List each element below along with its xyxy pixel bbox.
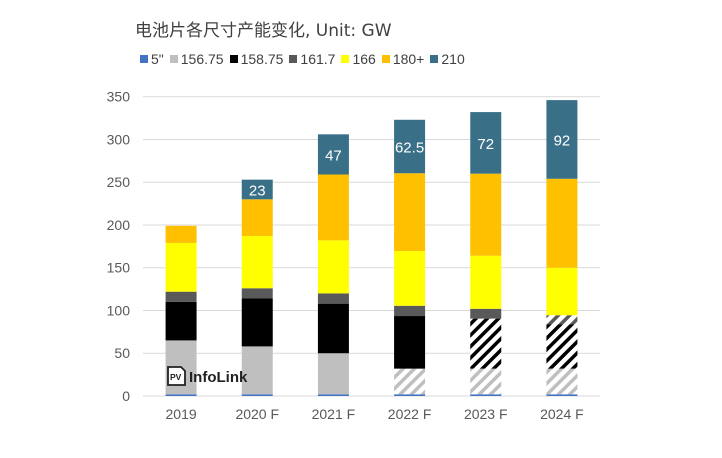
legend-label: 180+ — [392, 51, 425, 67]
legend-swatch — [381, 55, 390, 63]
bar-segment-5-2019 — [165, 394, 197, 396]
bar-segment-166-2022F — [394, 251, 426, 306]
bar-segment-5-2023F — [470, 394, 502, 396]
bar-segment-180+-2023F — [470, 173, 502, 256]
legend-swatch — [341, 55, 350, 63]
bar-segment-1617-2019 — [165, 291, 197, 302]
bar-segment-166-2020F — [241, 236, 273, 289]
bar-segment-210-2021F — [317, 134, 349, 175]
bar-segment-166-2021F — [317, 240, 349, 294]
x-tick-label: 2024 F — [540, 406, 584, 422]
data-label: 72 — [477, 136, 494, 153]
svg-text:PV: PV — [170, 372, 182, 382]
bar-segment-15875-2019 — [165, 301, 197, 341]
bar-segment-180+-2024F — [546, 178, 578, 268]
data-label: 62.5 — [395, 140, 424, 157]
bar-segment-15675-2021F — [317, 353, 349, 395]
bar-segment-166-2023F — [470, 255, 502, 309]
bar-segment-1617-2022F — [394, 305, 426, 317]
bar-segment-1617-2023F — [470, 308, 502, 319]
x-tick-label: 2019 — [166, 406, 197, 422]
bar-segment-166-2024F — [546, 267, 578, 316]
legend-swatch — [430, 55, 439, 63]
bar-segment-180+-2022F — [394, 173, 426, 252]
data-label: 47 — [325, 147, 342, 164]
data-label: 23 — [249, 182, 266, 199]
y-tick-label: 150 — [107, 260, 131, 276]
bar-segment-15875-2020F — [241, 298, 273, 347]
svg-text:InfoLink: InfoLink — [189, 369, 248, 386]
y-tick-label: 0 — [122, 388, 130, 404]
bar-segment-210-2020F — [241, 179, 273, 200]
y-tick-label: 100 — [107, 302, 131, 318]
bar-segment-210-2023F — [470, 112, 502, 174]
bar-segment-15675-2022F — [394, 368, 426, 395]
bar-segment-5-2020F — [241, 394, 273, 396]
bar-segment-15875-2021F — [317, 303, 349, 354]
bar-segment-180+-2020F — [241, 199, 273, 237]
legend-label: 158.75 — [240, 51, 284, 67]
legend-label: 5" — [151, 51, 164, 67]
bar-segment-1617-2020F — [241, 288, 273, 299]
y-tick-label: 350 — [107, 89, 131, 105]
bar-segment-15875-2024F — [546, 324, 578, 369]
legend-swatch — [229, 55, 238, 63]
bar-segment-5-2021F — [317, 394, 349, 396]
legend-label: 166 — [352, 51, 376, 67]
bar-segment-15875-2022F — [394, 316, 426, 369]
legend-label: 156.75 — [180, 51, 224, 67]
legend-item: 158.75 — [229, 51, 284, 67]
chart-title: 电池片各尺寸产能变化, Unit: GW — [135, 21, 392, 41]
bar-segment-166-2019 — [165, 242, 197, 292]
x-tick-label: 2023 F — [464, 406, 508, 422]
bar-segment-5-2022F — [394, 394, 426, 396]
infolink-logo: PV InfoLink — [167, 366, 248, 386]
legend-item: 180+ — [381, 51, 425, 67]
legend: 5" 156.75 158.75 161.7 166 180+ 210 — [140, 51, 465, 67]
x-tick-label: 2022 F — [388, 406, 432, 422]
y-tick-label: 200 — [107, 217, 131, 233]
bar-segment-210-2024F — [546, 100, 578, 179]
legend-label: 210 — [441, 51, 465, 67]
bar-segment-15875-2023F — [470, 318, 502, 369]
bar-segment-210-2022F — [394, 119, 426, 174]
legend-item: 166 — [341, 51, 376, 67]
bar-segment-180+-2021F — [317, 174, 349, 241]
bar-segment-1617-2024F — [546, 315, 578, 325]
bar-segment-1617-2021F — [317, 293, 349, 304]
legend-swatch — [289, 55, 298, 63]
data-label: 92 — [554, 132, 571, 149]
legend-item: 161.7 — [289, 51, 335, 67]
y-tick-label: 250 — [107, 174, 131, 190]
legend-swatch — [140, 55, 148, 63]
bar-segment-5-2024F — [546, 394, 578, 396]
y-tick-label: 50 — [114, 345, 130, 361]
x-tick-label: 2021 F — [312, 406, 356, 422]
y-tick-label: 300 — [107, 131, 131, 147]
bar-segment-15675-2020F — [241, 346, 273, 395]
legend-item: 210 — [430, 51, 465, 67]
legend-item: 5" — [140, 51, 164, 67]
legend-swatch — [169, 55, 178, 63]
bar-segment-15675-2023F — [470, 368, 502, 395]
legend-label: 161.7 — [300, 51, 336, 67]
legend-item: 156.75 — [169, 51, 224, 67]
x-tick-label: 2020 F — [235, 406, 279, 422]
bar-segment-15675-2024F — [546, 368, 578, 395]
bar-segment-180+-2019 — [165, 225, 197, 243]
